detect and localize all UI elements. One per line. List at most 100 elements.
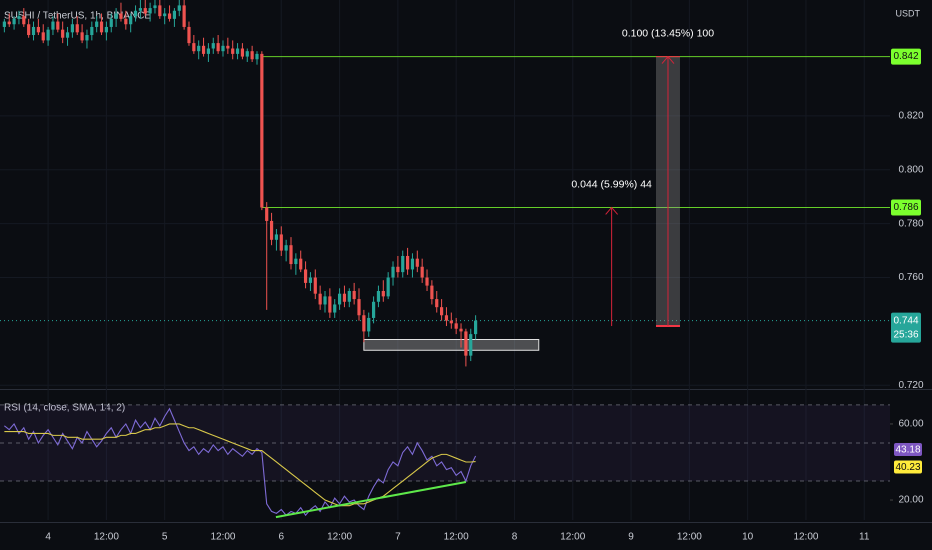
candle-body — [114, 13, 118, 19]
candle-body — [167, 13, 172, 19]
candle-body — [401, 255, 405, 273]
candle-body — [386, 277, 390, 297]
candle-body — [420, 266, 424, 278]
zone-box — [363, 339, 540, 351]
x-tick-label: 12:00 — [94, 532, 119, 543]
candle-body — [133, 10, 138, 17]
candle-body — [318, 293, 322, 305]
candle-body — [99, 21, 104, 33]
candle-body — [61, 29, 65, 38]
candle-body — [231, 48, 235, 54]
candle-body — [410, 258, 415, 270]
candle-body — [279, 234, 283, 251]
x-tick-label: 12:00 — [560, 532, 585, 543]
level-label-box — [891, 48, 921, 65]
x-tick-label: 9 — [628, 532, 634, 543]
candle-body — [347, 291, 351, 302]
candle-body — [469, 334, 473, 356]
candle-body — [95, 21, 99, 27]
candle-body — [430, 285, 434, 300]
candle-body — [245, 51, 249, 57]
candle-body — [51, 21, 55, 30]
x-tick-label: 12:00 — [210, 532, 235, 543]
candle-body — [221, 45, 225, 52]
candle-body — [27, 24, 31, 36]
candle-body — [313, 277, 317, 294]
last-price-box — [891, 312, 921, 343]
x-tick-label: 7 — [395, 532, 401, 543]
candle-body — [80, 32, 84, 41]
level-label: 0.842 — [893, 51, 918, 62]
rsi-band-fill — [0, 404, 890, 482]
candle-body — [12, 18, 16, 25]
level-label-box — [891, 199, 921, 216]
value-label: 43.18 — [895, 445, 920, 456]
candle-body — [337, 293, 342, 305]
candle-body — [474, 320, 478, 335]
candle-body — [206, 48, 211, 54]
candle-body — [342, 293, 347, 302]
candle-body — [357, 299, 361, 316]
y-tick-label: 0.720 — [898, 380, 923, 391]
candle-body — [158, 5, 162, 17]
candle-body — [333, 304, 337, 313]
rsi-line — [4, 407, 477, 517]
candle-body — [308, 277, 313, 283]
candle-body — [7, 21, 11, 25]
measure-arrowhead — [661, 55, 675, 64]
measure-label: 0.044 (5.99%) 44 — [571, 178, 652, 190]
candle-body — [153, 5, 157, 9]
candle-body — [187, 26, 191, 44]
candle-body — [31, 26, 36, 36]
candle-body — [376, 291, 381, 302]
candle-body — [138, 8, 142, 11]
candle-body — [17, 16, 21, 19]
candle-body — [197, 45, 201, 52]
countdown-label: 25:36 — [893, 329, 918, 340]
candle-body — [211, 43, 215, 49]
candle-body — [299, 258, 303, 270]
candle-body — [367, 317, 371, 332]
candle-body — [352, 291, 356, 300]
candle-body — [90, 26, 94, 36]
candle-body — [444, 315, 449, 321]
x-tick-label: 11 — [859, 532, 870, 543]
candle-body — [269, 220, 274, 240]
candle-body — [396, 266, 400, 273]
x-tick-label: 5 — [162, 532, 168, 543]
y-tick-label: 0.760 — [898, 272, 923, 283]
candle-body — [459, 328, 463, 332]
candle-body — [129, 16, 133, 25]
unit-label: USDT — [896, 8, 921, 18]
chart-title: SUSHI / TetherUS, 1h, BINANCE — [4, 11, 151, 22]
candle-body — [143, 8, 147, 14]
x-tick-label: 10 — [742, 532, 754, 543]
rsi-title: RSI (14, close, SMA, 14, 2) — [4, 403, 125, 414]
x-tick-label: 6 — [279, 532, 285, 543]
candle-body — [70, 24, 74, 33]
candle-body — [2, 21, 6, 27]
candle-body — [425, 277, 429, 286]
candle-body — [255, 53, 259, 60]
candle-body — [36, 26, 40, 33]
candle-body — [381, 291, 385, 297]
candle-body — [22, 16, 26, 25]
candle-body — [294, 258, 298, 265]
candle-body — [235, 48, 240, 54]
candle-body — [163, 13, 167, 17]
candle-body — [391, 266, 395, 278]
candle-body — [449, 320, 453, 324]
divergence-line — [275, 480, 467, 519]
candle-body — [303, 269, 308, 283]
candle-body — [177, 5, 181, 11]
candle-body — [265, 207, 269, 221]
value-label: 40.23 — [895, 462, 920, 473]
candle-body — [75, 24, 79, 33]
x-tick-label: 12:00 — [327, 532, 352, 543]
candle-body — [201, 45, 206, 54]
x-tick-label: 4 — [45, 532, 51, 543]
y-tick-label: 0.800 — [898, 164, 923, 175]
candle-body — [172, 10, 177, 19]
candle-body — [41, 32, 45, 41]
